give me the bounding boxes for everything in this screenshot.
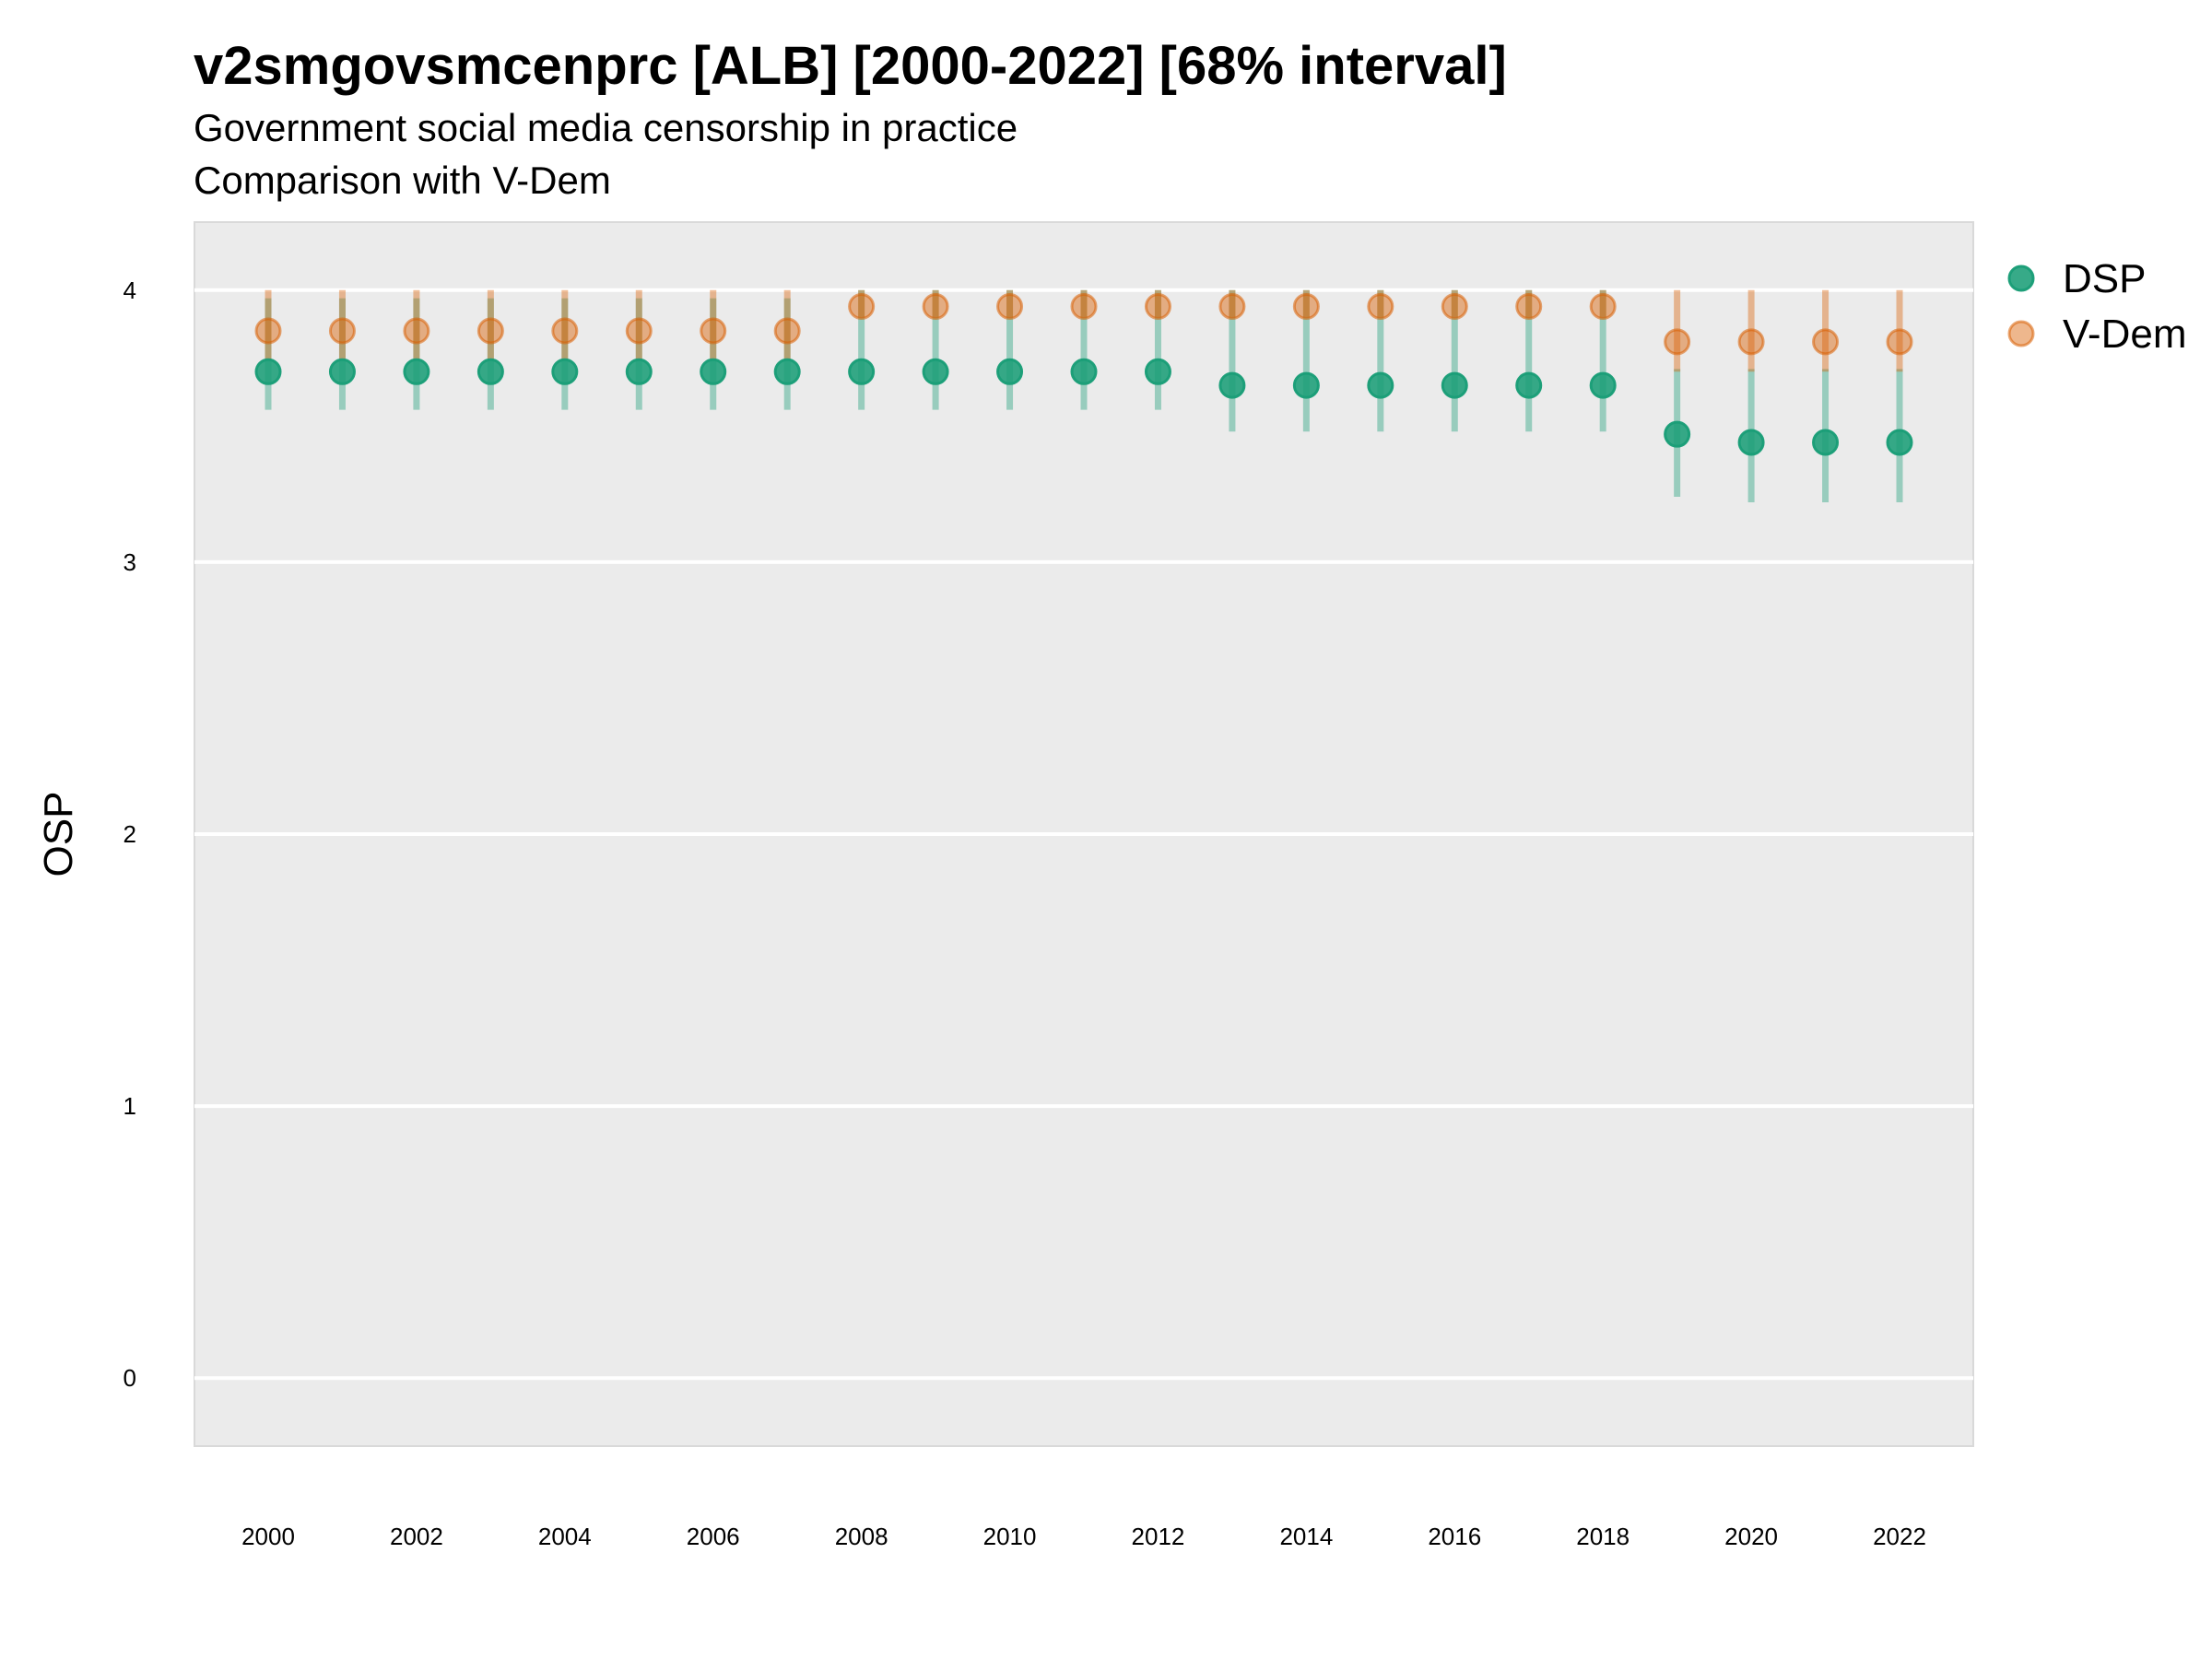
x-tick-label-2010: 2010	[983, 1523, 1037, 1550]
x-axis-ticks: 2000 2002 2004 2006 2008 2010 2012 2014 2016 2018…	[241, 1523, 1926, 1550]
legend-key-v-dem	[2007, 320, 2035, 347]
x-tick-label-2002: 2002	[390, 1523, 443, 1550]
y-axis-ticks: 0 1 2 3 4	[124, 276, 136, 1392]
x-tick-label-2006: 2006	[687, 1523, 740, 1550]
point-v-dem-2002	[403, 317, 430, 345]
point-v-dem-2011	[1070, 292, 1098, 320]
point-dsp-2010	[996, 358, 1024, 385]
point-dsp-2021	[1812, 429, 1840, 456]
point-v-dem-2022	[1886, 328, 1913, 356]
chart-subtitle-comparison: Comparison with V-Dem	[194, 159, 611, 202]
data-points	[254, 292, 1913, 456]
point-dsp-2015	[1367, 371, 1394, 399]
x-tick-label-2014: 2014	[1279, 1523, 1333, 1550]
point-v-dem-2010	[996, 292, 1024, 320]
point-dsp-2004	[551, 358, 579, 385]
point-dsp-2018	[1589, 371, 1617, 399]
x-tick-label-2016: 2016	[1428, 1523, 1481, 1550]
legend-label-v-dem: V-Dem	[2063, 312, 2186, 357]
point-dsp-2013	[1218, 371, 1246, 399]
point-dsp-2000	[254, 358, 282, 385]
point-v-dem-2005	[625, 317, 653, 345]
point-v-dem-2012	[1144, 292, 1171, 320]
x-tick-label-2020: 2020	[1724, 1523, 1778, 1550]
point-dsp-2014	[1292, 371, 1320, 399]
y-tick-label-1: 1	[124, 1092, 136, 1120]
point-dsp-2007	[773, 358, 801, 385]
y-tick-label-2: 2	[124, 820, 136, 848]
x-tick-label-2000: 2000	[241, 1523, 295, 1550]
point-dsp-2017	[1515, 371, 1543, 399]
point-v-dem-2018	[1589, 292, 1617, 320]
x-tick-label-2018: 2018	[1576, 1523, 1630, 1550]
y-axis-label: OSP	[36, 792, 81, 877]
gridlines	[194, 288, 1973, 1381]
x-tick-label-2004: 2004	[538, 1523, 592, 1550]
point-dsp-2022	[1886, 429, 1913, 456]
point-dsp-2001	[328, 358, 356, 385]
point-v-dem-2014	[1292, 292, 1320, 320]
point-v-dem-2020	[1737, 328, 1765, 356]
point-v-dem-2021	[1812, 328, 1840, 356]
legend-label-dsp: DSP	[2063, 256, 2146, 301]
point-dsp-2002	[403, 358, 430, 385]
point-v-dem-2008	[848, 292, 876, 320]
y-tick-label-0: 0	[124, 1364, 136, 1392]
chart-title: v2smgovsmcenprc [ALB] [2000-2022] [68% i…	[194, 36, 1507, 96]
point-dsp-2008	[848, 358, 876, 385]
point-v-dem-2001	[328, 317, 356, 345]
point-v-dem-2009	[922, 292, 949, 320]
legend-key-dsp	[2007, 265, 2035, 292]
point-v-dem-2019	[1664, 328, 1691, 356]
y-tick-label-3: 3	[124, 548, 136, 576]
y-tick-label-4: 4	[124, 276, 136, 304]
point-dsp-2006	[700, 358, 727, 385]
point-dsp-2005	[625, 358, 653, 385]
point-v-dem-2017	[1515, 292, 1543, 320]
point-v-dem-2016	[1441, 292, 1468, 320]
point-dsp-2020	[1737, 429, 1765, 456]
point-dsp-2003	[477, 358, 504, 385]
legend: DSP V-Dem	[2007, 256, 2186, 357]
point-dsp-2009	[922, 358, 949, 385]
point-v-dem-2013	[1218, 292, 1246, 320]
point-dsp-2019	[1664, 420, 1691, 448]
x-tick-label-2012: 2012	[1132, 1523, 1185, 1550]
point-v-dem-2004	[551, 317, 579, 345]
x-tick-label-2022: 2022	[1873, 1523, 1926, 1550]
point-v-dem-2000	[254, 317, 282, 345]
chart-subtitle: Government social media censorship in pr…	[194, 106, 1018, 149]
point-v-dem-2006	[700, 317, 727, 345]
point-dsp-2016	[1441, 371, 1468, 399]
point-dsp-2011	[1070, 358, 1098, 385]
point-v-dem-2007	[773, 317, 801, 345]
point-v-dem-2003	[477, 317, 504, 345]
point-dsp-2012	[1144, 358, 1171, 385]
point-v-dem-2015	[1367, 292, 1394, 320]
x-tick-label-2008: 2008	[835, 1523, 888, 1550]
